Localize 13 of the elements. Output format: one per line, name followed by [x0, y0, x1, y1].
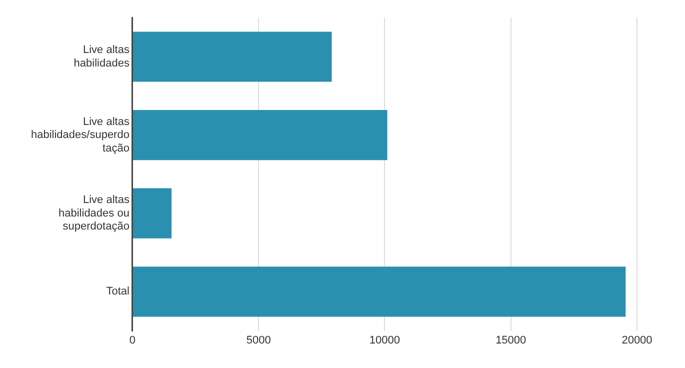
bar	[132, 110, 388, 160]
bar	[132, 32, 332, 82]
x-tick-label: 5000	[246, 334, 271, 346]
x-tick-label: 20000	[622, 334, 652, 346]
x-tick-label: 10000	[369, 334, 400, 346]
y-tick-label: Live altas habilidades	[74, 44, 130, 70]
y-tick-label: Total	[106, 286, 130, 298]
x-tick-label: 0	[129, 334, 136, 346]
y-tick-label: Live altas habilidades ou superdotação	[58, 194, 130, 233]
bar	[132, 266, 626, 317]
x-tick-label: 15000	[496, 334, 526, 346]
y-tick-label: Live altas habilidades/superdotação	[30, 116, 130, 154]
bar	[132, 188, 172, 238]
